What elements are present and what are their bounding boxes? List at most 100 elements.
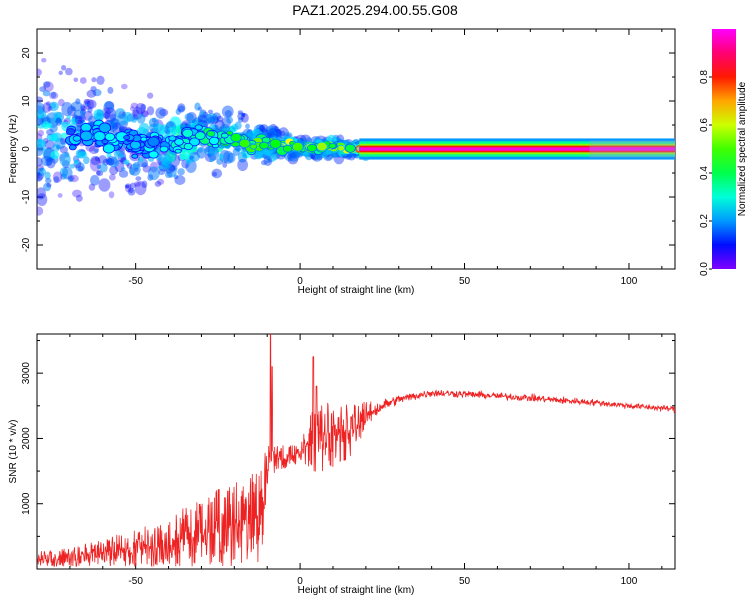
spectral-blob	[130, 102, 139, 109]
carrier-band	[359, 147, 675, 151]
spectral-blob	[86, 89, 97, 98]
spectral-core	[269, 138, 282, 149]
spectral-blob	[88, 183, 96, 191]
spectral-blob	[61, 101, 73, 117]
spectral-blob	[42, 90, 51, 97]
spectral-core	[129, 140, 141, 150]
spectral-core	[159, 145, 169, 153]
spectral-blob	[200, 110, 205, 115]
spectral-blob	[194, 102, 201, 111]
spectral-blob	[103, 111, 111, 120]
spectral-blob	[221, 105, 234, 118]
spectral-blob	[69, 163, 75, 169]
spectral-blob	[109, 173, 116, 181]
snr-axes: -50 0 50 100 1000 2000 3000 Height of straight …	[8, 333, 676, 596]
spectral-core	[194, 124, 203, 131]
spectral-blob	[259, 125, 266, 132]
spectrogram-xlabel: Height of straight line (km)	[298, 285, 415, 296]
spectral-blob	[245, 123, 250, 129]
spectral-blob	[75, 194, 83, 202]
spectral-blob	[274, 126, 279, 132]
spectral-blob	[224, 110, 232, 118]
spectral-blob	[58, 98, 65, 107]
spectral-blob	[53, 176, 60, 184]
spectral-blob	[208, 109, 214, 114]
spectral-blob	[179, 147, 191, 160]
spectral-blob	[60, 173, 67, 180]
spectral-blob	[114, 108, 126, 119]
spectrogram-ytick-label: 0	[21, 146, 32, 152]
spectral-blob	[65, 67, 73, 76]
spectral-blob	[142, 165, 151, 173]
spectral-blob	[80, 105, 87, 112]
spectral-blob	[37, 129, 45, 137]
spectral-blob	[286, 153, 292, 160]
spectral-core	[189, 137, 200, 147]
spectral-blob	[141, 180, 148, 189]
spectral-blob	[107, 86, 114, 94]
spectral-blob	[83, 98, 90, 104]
spectral-blob	[175, 108, 181, 115]
carrier-halo	[589, 140, 675, 158]
spectral-blob	[196, 146, 207, 159]
spectral-blob	[37, 172, 43, 182]
figure-title: PAZ1.2025.294.00.55.G08	[292, 2, 458, 18]
colorbar-tick-label: 0.8	[699, 70, 710, 84]
spectral-core	[148, 150, 159, 159]
spectral-blob	[205, 145, 211, 153]
spectral-blob	[240, 113, 249, 123]
spectral-blob	[216, 115, 224, 123]
spectral-blob	[138, 122, 150, 134]
snr-ytick-label: 1000	[21, 492, 32, 515]
snr-ytick-label: 3000	[21, 362, 32, 385]
spectral-blob	[141, 162, 149, 168]
spectral-blob	[101, 107, 111, 119]
spectral-blob	[71, 107, 76, 112]
spectral-blob	[212, 171, 218, 177]
spectral-blob	[46, 157, 56, 169]
spectral-blob	[154, 181, 162, 187]
spectral-blob	[42, 102, 51, 113]
spectral-blob	[177, 168, 185, 176]
spectral-core	[194, 131, 206, 141]
spectral-blob	[75, 98, 81, 105]
spectral-blob	[50, 150, 60, 160]
spectral-blob	[119, 154, 126, 159]
colorbar-tick-label: 0.2	[699, 214, 710, 228]
spectral-blob	[123, 159, 130, 165]
spectral-blob	[226, 116, 234, 124]
spectral-blob	[89, 157, 102, 172]
spectral-blob	[108, 191, 115, 199]
spectral-blob	[79, 77, 87, 84]
spectral-blob	[104, 101, 115, 110]
snr-xtick-label: 50	[459, 576, 471, 587]
spectral-blob	[268, 131, 275, 139]
spectral-blob	[131, 117, 137, 123]
spectral-blob	[88, 115, 96, 125]
spectral-blob	[131, 109, 140, 116]
spectral-blob	[93, 148, 99, 153]
spectral-blob	[218, 153, 224, 160]
spectral-core	[220, 132, 229, 139]
spectral-core	[147, 136, 160, 147]
spectral-core	[208, 136, 220, 146]
spectral-blob	[70, 101, 83, 112]
spectral-blob	[43, 182, 52, 192]
spectrogram-xtick-label: 100	[621, 276, 638, 287]
spectral-blob	[242, 153, 247, 159]
spectral-blob	[134, 167, 139, 172]
spectral-blob	[118, 125, 125, 133]
snr-xtick-label: 0	[297, 576, 303, 587]
spectral-blob	[129, 106, 135, 111]
spectral-blob	[127, 187, 136, 196]
spectral-core	[206, 130, 216, 138]
spectral-core	[174, 138, 184, 146]
spectral-blob	[260, 160, 268, 166]
spectral-blob	[72, 189, 82, 198]
snr-ylabel: SNR (10 * v/v)	[8, 420, 19, 484]
spectral-blob	[37, 171, 41, 177]
spectral-blob	[46, 123, 52, 129]
spectral-blob	[73, 159, 80, 166]
spectral-core	[316, 141, 328, 152]
spectral-blob	[60, 137, 66, 145]
